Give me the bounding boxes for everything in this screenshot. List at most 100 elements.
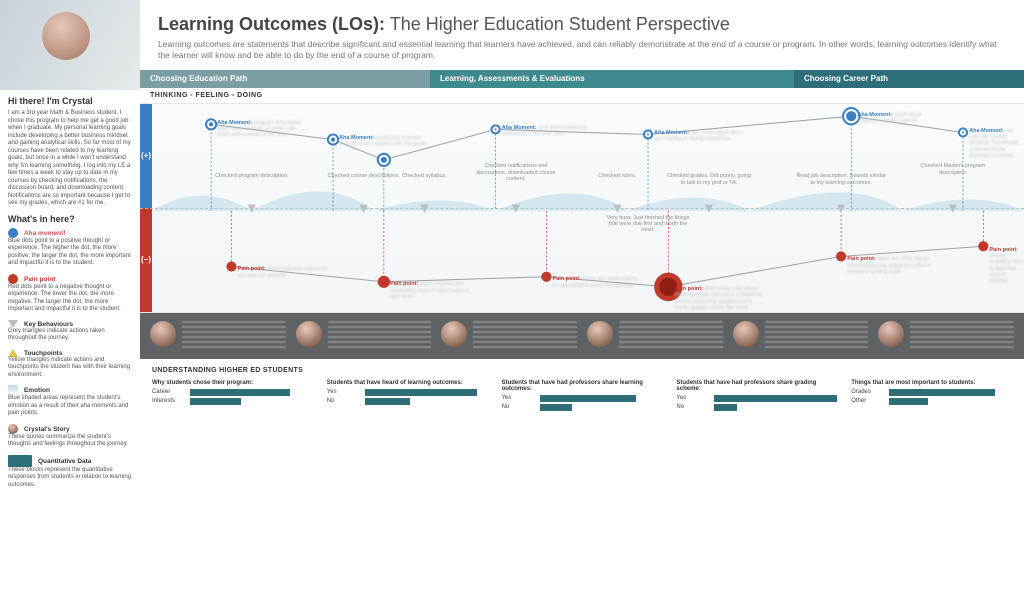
phase-choosing-education: Choosing Education Path [140, 70, 430, 88]
story-avatar-icon [8, 424, 18, 434]
journey-annotation: Very busy. Just finished the things that… [603, 215, 693, 234]
journey-annotation: Checked program description. [215, 173, 288, 179]
legend-aha: Aha moment! Blue dots point to a positiv… [8, 228, 132, 268]
legend-emotion: Emotion Blue shaded areas represent the … [8, 385, 132, 418]
quant-bar-row: No [502, 404, 663, 411]
quant-bar [365, 389, 478, 396]
persona-greeting: Hi there! I'm Crystal [8, 96, 132, 106]
quant-bar-row: Grades [851, 389, 1012, 396]
quant-heading: UNDERSTANDING HIGHER ED STUDENTS [152, 367, 1012, 374]
journey-annotation: Checked syllabus. [402, 173, 447, 179]
quant-block-icon [8, 455, 32, 467]
journey-annotation: Pain point: some courses are mandatory e… [390, 281, 480, 300]
story-text-blurred [910, 321, 1014, 351]
quant-bar-row: No [676, 404, 837, 411]
quant-section: UNDERSTANDING HIGHER ED STUDENTS Why stu… [140, 359, 1024, 417]
quant-bar-label: Yes [327, 389, 361, 395]
quant-bar-label: No [502, 404, 536, 410]
journey-annotation: Aha Moment: could pick courses that are … [339, 135, 429, 148]
page-title: Learning Outcomes (LOs): The Higher Educ… [158, 14, 1006, 35]
persona-bio: I am a 3rd year Math & Business student.… [8, 110, 132, 208]
legend-pain: Pain point Red dots point to a negative … [8, 274, 132, 314]
story-quote [733, 321, 869, 351]
quant-bar-row: Yes [502, 395, 663, 402]
story-avatar-icon [296, 321, 322, 347]
quant-bar-label: Interests [152, 398, 186, 404]
quant-column: Things that are most important to studen… [851, 380, 1012, 413]
page-subtitle: Learning outcomes are statements that de… [158, 39, 1006, 62]
journey-map: (+) (−) Aha Moment: program description … [140, 103, 1024, 313]
story-avatar-icon [878, 321, 904, 347]
sidebar: Hi there! I'm Crystal I am a 3rd year Ma… [0, 0, 140, 599]
journey-annotation: Aha Moment: can skip this course because… [969, 128, 1024, 160]
story-text-blurred [473, 321, 577, 351]
story-quote [587, 321, 723, 351]
quant-column: Students that have had professors share … [502, 380, 663, 413]
story-quote [878, 321, 1014, 351]
legend-quant: Quantitative Data These blocks represent… [8, 455, 132, 490]
quant-bar-label: Yes [502, 395, 536, 401]
quant-bar [889, 398, 928, 405]
thinking-feeling-doing-label: THINKING - FEELING - DOING [140, 88, 1024, 103]
journey-annotation: Aha Moment: could show employers what I … [857, 112, 947, 125]
journey-annotation: Checked notifications and discussions, d… [471, 163, 561, 182]
journey-annotation: Pain point: don't really care about thes… [674, 286, 764, 311]
quant-column: Students that have heard of learning out… [327, 380, 488, 413]
quant-bar [540, 395, 636, 402]
quant-bar-label: No [676, 404, 710, 410]
pain-dot-icon [8, 274, 18, 284]
journey-annotation: Checked rubric. [598, 173, 637, 179]
story-quote [441, 321, 577, 351]
yellow-triangle-icon [8, 349, 18, 357]
quant-bar-label: Grades [851, 389, 885, 395]
header: Learning Outcomes (LOs): The Higher Educ… [140, 0, 1024, 70]
quant-column: Students that have had professors share … [676, 380, 837, 413]
story-avatar-icon [441, 321, 467, 347]
quant-column-heading: Students that have heard of learning out… [327, 380, 488, 386]
journey-annotation: Pain point: should probably have to take… [989, 247, 1024, 285]
phase-bar: Choosing Education Path Learning, Assess… [140, 70, 1024, 88]
journey-annotation: Checked grades. Did poorly, going to tal… [664, 173, 754, 186]
quant-bar-label: No [327, 398, 361, 404]
story-text-blurred [182, 321, 286, 351]
quant-bar-row: Yes [327, 389, 488, 396]
story-strip [140, 313, 1024, 359]
journey-annotation: Aha Moment: prof shared learning outcome… [502, 125, 592, 138]
main: Learning Outcomes (LOs): The Higher Educ… [140, 0, 1024, 599]
aha-dot-icon [8, 228, 18, 238]
legend-key-behaviours: Key Behaviours Grey triangles indicate a… [8, 320, 132, 343]
whats-in-here-heading: What's in here? [8, 214, 132, 224]
story-avatar-icon [587, 321, 613, 347]
quant-bar [190, 389, 290, 396]
story-text-blurred [765, 321, 869, 351]
journey-annotation: Checked course descriptions. [327, 173, 399, 179]
quant-column-heading: Things that are most important to studen… [851, 380, 1012, 386]
phase-choosing-career: Choosing Career Path [794, 70, 1024, 88]
quant-column-heading: Students that have had professors share … [676, 380, 837, 392]
legend-touchpoints: Touchpoints Yellow triangles indicate ac… [8, 349, 132, 380]
quant-bar-row: Career [152, 389, 313, 396]
quant-column: Why students chose their program:CareerI… [152, 380, 313, 413]
quant-bar-label: Other [851, 398, 885, 404]
quant-column-heading: Students that have had professors share … [502, 380, 663, 392]
quant-bar-row: Other [851, 398, 1012, 405]
story-avatar-icon [733, 321, 759, 347]
story-text-blurred [328, 321, 432, 351]
journey-annotation: Pain point: these learning outcomes are … [238, 266, 328, 279]
legend-story: Crystal's Story These quotes summarize t… [8, 424, 132, 449]
journey-annotation: Read job description. Sounds similar to … [796, 173, 886, 186]
story-text-blurred [619, 321, 723, 351]
quant-bar-label: Career [152, 389, 186, 395]
emotion-area-icon [8, 385, 18, 395]
journey-annotation: Pain point: these are really vague, it's… [553, 276, 643, 289]
quant-bar-row: Interests [152, 398, 313, 405]
journey-annotation: Pain point: there are other things beyon… [847, 256, 937, 275]
phase-learning-assessments: Learning, Assessments & Evaluations [430, 70, 794, 88]
quant-bar [714, 404, 737, 411]
story-avatar-icon [150, 321, 176, 347]
quant-bar-row: No [327, 398, 488, 405]
quant-bar [365, 398, 410, 405]
persona-photo [0, 0, 140, 90]
quant-bar-label: Yes [676, 395, 710, 401]
journey-annotation: Checked Masters program description. [917, 163, 988, 176]
